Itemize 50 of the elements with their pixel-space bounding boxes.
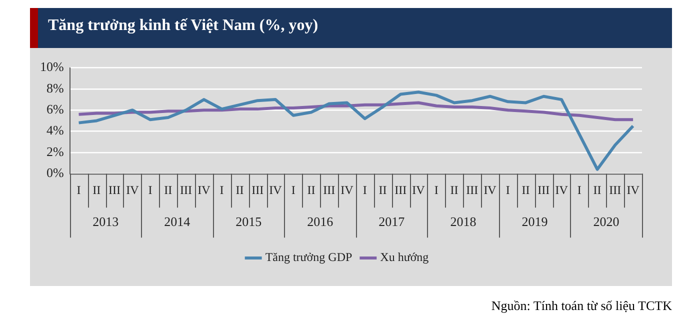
x-tick-label: II	[593, 182, 602, 197]
text: 2018	[450, 214, 476, 230]
x-tick-label: IV	[626, 182, 640, 197]
x-tick-label: IV	[412, 182, 426, 197]
legend-label: Xu hướng	[380, 250, 429, 264]
y-tick-label: 8%	[46, 80, 64, 96]
text: 2014	[164, 214, 191, 230]
x-tick-label: I	[577, 182, 582, 197]
x-tick-label: II	[522, 182, 530, 197]
text: Nguồn: Tính toán từ số liệu TCTK	[490, 298, 672, 314]
y-tick-label: 10%	[40, 59, 64, 74]
x-tick-label: II	[236, 182, 244, 197]
x-tick-label: IV	[340, 182, 354, 197]
x-tick-label: III	[538, 182, 550, 197]
chart-title: Tăng trưởng kinh tế Việt Nam (%, yoy)	[30, 8, 672, 48]
x-tick-label: III	[466, 182, 478, 197]
x-tick-label: IV	[555, 182, 568, 197]
y-tick-label: 0%	[46, 165, 64, 180]
y-tick-label: 4%	[46, 122, 64, 138]
x-tick-label: III	[609, 182, 622, 197]
x-tick-label: I	[506, 182, 510, 197]
text: 2015	[236, 214, 262, 230]
text: 2013	[92, 214, 119, 230]
text: 2019	[522, 214, 548, 230]
x-tick-label: II	[378, 182, 387, 197]
text: 2020	[593, 214, 620, 230]
x-tick-label: IV	[484, 182, 497, 197]
x-tick-label: I	[434, 182, 438, 197]
x-tick-label: III	[323, 182, 336, 197]
y-tick-label: 2%	[46, 144, 64, 159]
y-tick-label: 6%	[46, 102, 64, 117]
x-tick-label: II	[164, 182, 172, 197]
x-tick-label: I	[76, 182, 81, 197]
x-tick-label: IV	[126, 182, 140, 197]
x-tick-label: IV	[269, 182, 282, 197]
x-tick-label: II	[92, 182, 101, 197]
legend-label: Tăng trưởng GDP	[265, 250, 352, 264]
x-tick-label: III	[252, 182, 264, 197]
x-tick-label: I	[220, 182, 224, 197]
text: 2016	[307, 214, 334, 230]
x-tick-label: III	[180, 182, 192, 197]
x-tick-label: II	[450, 182, 458, 197]
x-tick-label: I	[291, 182, 296, 197]
x-tick-label: II	[307, 182, 316, 197]
x-tick-label: III	[394, 182, 407, 197]
text: 2017	[378, 214, 406, 230]
x-tick-label: IV	[198, 182, 211, 197]
x-tick-label: I	[362, 182, 367, 197]
x-tick-label: III	[108, 182, 121, 197]
x-tick-label: I	[148, 182, 152, 197]
